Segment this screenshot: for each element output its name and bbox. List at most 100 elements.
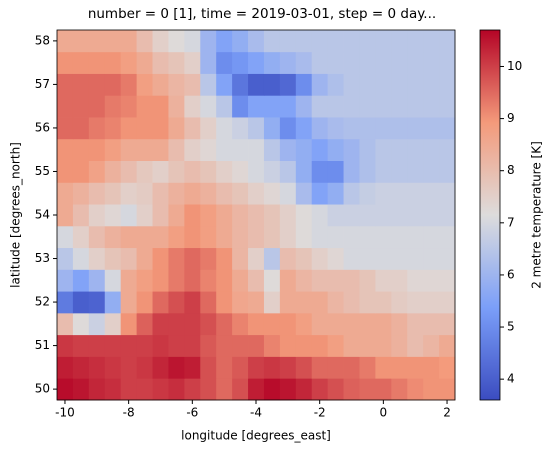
heatmap-cell xyxy=(200,291,217,314)
heatmap-cell xyxy=(423,378,440,401)
heatmap-cell xyxy=(168,138,185,161)
heatmap-cell xyxy=(295,30,313,53)
heatmap-cell xyxy=(216,334,233,357)
heatmap-cell xyxy=(375,73,392,96)
heatmap-cell xyxy=(168,312,185,336)
heatmap-cell xyxy=(216,51,233,74)
heatmap-cell xyxy=(359,291,376,314)
heatmap-cell xyxy=(216,204,233,227)
colorbar-tick-label: 4 xyxy=(507,372,515,386)
heatmap-cell xyxy=(184,356,201,379)
heatmap-cell xyxy=(407,378,424,401)
heatmap-cell xyxy=(327,225,344,249)
heatmap-cell xyxy=(168,204,185,227)
heatmap-cell xyxy=(311,378,329,401)
heatmap-cell xyxy=(295,291,313,314)
y-tick-label: 53 xyxy=(35,251,50,265)
heatmap-cell xyxy=(391,312,408,336)
heatmap-cell xyxy=(391,204,408,227)
heatmap-cell xyxy=(279,95,297,118)
heatmap-cell xyxy=(391,73,408,96)
heatmap-cell xyxy=(375,95,392,118)
heatmap-cell xyxy=(200,117,217,140)
heatmap-cell xyxy=(327,182,344,205)
heatmap-cell xyxy=(263,356,281,379)
heatmap-cell xyxy=(184,51,201,74)
heatmap-cell xyxy=(136,117,153,140)
heatmap-cell xyxy=(359,225,376,249)
heatmap-cell xyxy=(248,160,265,183)
heatmap-cell xyxy=(152,73,169,96)
heatmap-cell xyxy=(295,204,313,227)
y-tick-label: 57 xyxy=(35,77,50,91)
heatmap-cell xyxy=(359,356,376,379)
heatmap-cell xyxy=(120,291,137,314)
heatmap-cell xyxy=(57,247,74,270)
heatmap-cell xyxy=(57,182,74,205)
heatmap-cell xyxy=(423,51,440,74)
heatmap-cell xyxy=(152,117,169,140)
heatmap-cell xyxy=(375,291,392,314)
heatmap-cell xyxy=(295,247,313,270)
heatmap-cell xyxy=(104,51,122,74)
heatmap-cell xyxy=(295,73,313,96)
heatmap-cell xyxy=(391,356,408,379)
heatmap-cell xyxy=(295,51,313,74)
heatmap-cell xyxy=(248,291,265,314)
heatmap-cell xyxy=(216,95,233,118)
heatmap-cell xyxy=(184,73,201,96)
heatmap-cell xyxy=(200,204,217,227)
y-tick-label: 56 xyxy=(35,120,50,134)
heatmap-cell xyxy=(327,138,344,161)
heatmap-cell xyxy=(248,138,265,161)
heatmap-cell xyxy=(279,312,297,336)
heatmap-cell xyxy=(343,204,360,227)
heatmap-cell xyxy=(439,30,456,53)
heatmap-cell xyxy=(216,182,233,205)
heatmap-cell xyxy=(295,378,313,401)
heatmap-cell xyxy=(439,378,456,401)
heatmap-cell xyxy=(232,225,249,249)
heatmap-cell xyxy=(72,225,90,249)
heatmap-cell xyxy=(279,138,297,161)
colorbar-tick-label: 5 xyxy=(507,320,515,334)
heatmap-cell xyxy=(168,334,185,357)
heatmap-cell xyxy=(57,138,74,161)
heatmap-cell xyxy=(359,51,376,74)
heatmap-cell xyxy=(279,334,297,357)
heatmap-cell xyxy=(104,138,122,161)
heatmap-cell xyxy=(152,247,169,270)
heatmap-cell xyxy=(407,30,424,53)
heatmap-cell xyxy=(375,182,392,205)
heatmap-cell xyxy=(88,312,106,336)
heatmap-cell xyxy=(72,378,90,401)
heatmap-cell xyxy=(263,73,281,96)
heatmap-cell xyxy=(136,334,153,357)
heatmap-cell xyxy=(311,182,329,205)
heatmap-cell xyxy=(168,30,185,53)
heatmap-cell xyxy=(104,269,122,292)
heatmap-cell xyxy=(88,30,106,53)
heatmap-cell xyxy=(216,117,233,140)
heatmap-cell xyxy=(200,334,217,357)
heatmap-cell xyxy=(72,269,90,292)
colorbar-tick-label: 9 xyxy=(507,111,515,125)
y-tick-label: 58 xyxy=(35,33,50,47)
heatmap-cell xyxy=(263,334,281,357)
x-tick-label: 0 xyxy=(380,406,388,420)
heatmap-cell xyxy=(439,291,456,314)
heatmap-cell xyxy=(72,95,90,118)
heatmap-cell xyxy=(439,312,456,336)
heatmap-cell xyxy=(407,182,424,205)
heatmap-cell xyxy=(279,291,297,314)
heatmap-cell xyxy=(184,269,201,292)
heatmap-cell xyxy=(263,247,281,270)
y-tick-label: 52 xyxy=(35,295,50,309)
heatmap-cell xyxy=(439,225,456,249)
heatmap-cell xyxy=(343,269,360,292)
heatmap-cell xyxy=(439,356,456,379)
heatmap-cell xyxy=(279,117,297,140)
heatmap-cell xyxy=(407,269,424,292)
heatmap-cell xyxy=(104,204,122,227)
heatmap-cell xyxy=(200,312,217,336)
